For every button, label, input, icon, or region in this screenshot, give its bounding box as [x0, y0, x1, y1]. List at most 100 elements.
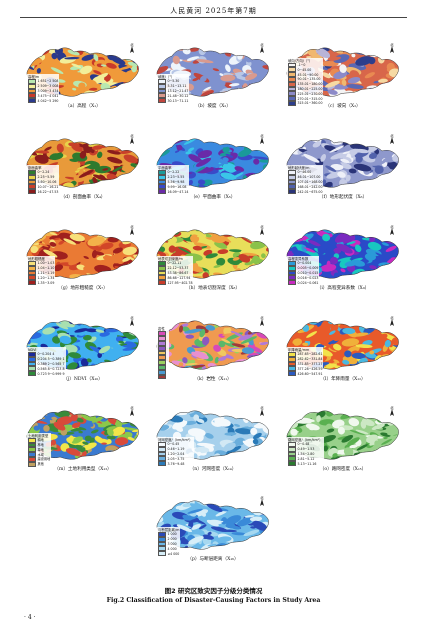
legend-swatch — [288, 189, 296, 194]
legend-entry: 5.56~9.98 — [158, 179, 188, 185]
legend-label: 225.01~270.00 — [297, 91, 323, 96]
legend-entry: 水域 — [28, 452, 50, 458]
figure-panel: 北地表切割深度/m 0~22.11 22.12~53.37 53.38~86.67 86… — [154, 222, 272, 296]
legend-label: 1.54~2.80 — [297, 451, 315, 456]
legend-title: 高程/m — [28, 74, 40, 79]
north-label: 北 — [260, 316, 264, 320]
legend-entry — [158, 369, 168, 375]
legend-swatch — [28, 447, 36, 453]
legend-swatch — [28, 275, 36, 281]
legend-entry: 5.31~13.11 — [158, 83, 188, 89]
legend-entry: 2.81~5.12 — [288, 456, 323, 462]
legend-entry: 1.20~1.34 — [28, 275, 54, 281]
north-arrow-icon — [130, 319, 134, 326]
legend-label: 2.81~5.12 — [297, 456, 315, 461]
legend-entry: 1.35~3.09 — [28, 280, 54, 285]
legend-label: 22.12~53.37 — [167, 266, 189, 271]
factor-map-svg — [156, 320, 269, 370]
legend-label: 5.13~11.16 — [297, 461, 317, 466]
legend-swatch — [288, 270, 296, 276]
legend-entry: 2.25~5.59 — [28, 174, 58, 180]
legend-entry: 0.024~0.061 — [288, 280, 318, 285]
factor-map — [24, 222, 142, 284]
legend-swatch — [158, 355, 166, 361]
legend-entry: 2 000 — [158, 536, 179, 542]
legend-swatch — [158, 88, 166, 94]
legend-label: 16.09~47.14 — [167, 189, 189, 194]
map-legend: 土地利用类型 耕地 林地 草地 水域 建设用地 其他 — [27, 433, 52, 468]
legend-label: 1.35~3.09 — [37, 280, 55, 285]
legend-label: 1.11~1.19 — [37, 270, 55, 275]
legend-swatch — [288, 67, 296, 73]
legend-label: 建设用地 — [37, 457, 51, 462]
figure-panel: 北剖面曲率 0~2.24 2.25~5.59 5.60~10.06 10.07~16.2… — [24, 131, 142, 205]
legend-swatch — [158, 174, 166, 180]
legend-entry: 270.01~315.00 — [288, 96, 322, 101]
legend-swatch — [288, 451, 296, 457]
map-legend: 地表切割深度/m 0~22.11 22.12~53.37 53.38~86.67 86.… — [157, 256, 194, 286]
factor-map — [154, 313, 272, 375]
north-label: 北 — [130, 134, 134, 138]
legend-swatch — [288, 361, 296, 367]
legend-label: 45.01~90.00 — [297, 72, 319, 77]
map-legend: 地形起伏度/m 0~46.00 46.01~107.00 107.01~168.00 1… — [287, 165, 324, 195]
legend-label: 127.95~402.78 — [167, 280, 193, 285]
legend-entry: 2 509~3 008 — [28, 83, 58, 89]
legend-label: 5.60~10.06 — [37, 179, 57, 184]
legend-label: 3 009~3 474 — [37, 88, 59, 93]
legend-label: -1~0 — [297, 62, 306, 67]
legend-label: 3 475~4 041 — [37, 93, 59, 98]
legend-label: 3.76~9.48 — [167, 461, 185, 466]
figure-title-en: Fig.2 Classification of Disaster-Causing… — [106, 597, 321, 604]
factor-map-svg — [156, 410, 269, 460]
legend-entry: 16.22~47.53 — [28, 189, 58, 194]
map-legend: NDVI 0~0.204 4 0.204 5~0.389 1 0.389 2~0.56… — [27, 347, 66, 377]
legend-swatch — [288, 86, 296, 92]
panel-caption: （k）岩性（X₁₁） — [194, 377, 232, 382]
north-arrow: 北 — [258, 133, 266, 145]
figure-panel: 北 NDVI 0~0.204 4 0.204 5~0.389 1 0.389 2~0.5… — [24, 313, 142, 387]
legend-entry: 45.01~90.00 — [288, 72, 322, 77]
legend-entry: 46.01~107.00 — [288, 174, 322, 180]
legend-title: 平面曲率 — [158, 165, 172, 170]
legend-title: 高程变异系数 — [288, 256, 309, 261]
legend-swatch — [28, 457, 36, 462]
legend-swatch — [158, 551, 166, 556]
legend-title: 路网密度/（km/km²） — [288, 437, 323, 442]
legend-label: 0~0.48 — [297, 442, 310, 447]
map-legend: 地形粗糙度 1.00~1.03 1.04~1.10 1.11~1.19 1.20~1.3… — [27, 256, 56, 286]
legend-entry: 0.723 9~0.999 9 — [28, 371, 65, 376]
legend-label: 270.01~315.00 — [297, 96, 323, 101]
legend-entry: 1 651~2 508 — [28, 78, 58, 84]
panel-caption: （c）坡向（X₃） — [325, 104, 361, 109]
north-arrow: 北 — [128, 133, 136, 145]
page-number: · 4 · — [24, 614, 36, 621]
panel-caption: （b）坡度（X₂） — [195, 104, 231, 109]
legend-swatch — [158, 83, 166, 89]
legend-swatch — [28, 260, 36, 266]
legend-swatch — [288, 184, 296, 190]
legend-swatch — [28, 78, 36, 84]
legend-entry — [158, 331, 168, 337]
panel-caption: （d）剖面曲率（X₄） — [60, 195, 106, 200]
legend-swatch — [28, 179, 36, 185]
north-arrow-icon — [390, 319, 394, 326]
legend-label: 0~2.24 — [37, 170, 50, 175]
legend-label: 13.12~21.47 — [167, 88, 189, 93]
north-arrow: 北 — [128, 315, 136, 327]
legend-label: 90.01~135.00 — [297, 77, 321, 82]
legend-entry: 0~0.204 4 — [28, 351, 65, 357]
legend-entry: 建设用地 — [28, 457, 50, 462]
legend-label: 0~0.45 — [167, 442, 180, 447]
legend-swatch — [288, 265, 296, 271]
legend-label: 282.62~331.84 — [297, 357, 323, 362]
legend-label: 2 000 — [167, 537, 177, 542]
legend-swatch — [158, 536, 166, 542]
legend-swatch — [28, 366, 36, 372]
map-legend: 剖面曲率 0~2.24 2.25~5.59 5.60~10.06 10.07~16.21… — [27, 165, 60, 195]
legend-entry: 0.005~0.009 — [288, 265, 318, 271]
north-arrow-icon — [260, 319, 264, 326]
legend-swatch — [158, 179, 166, 185]
legend-swatch — [288, 100, 296, 106]
legend-label: 0.024~0.061 — [297, 280, 319, 285]
